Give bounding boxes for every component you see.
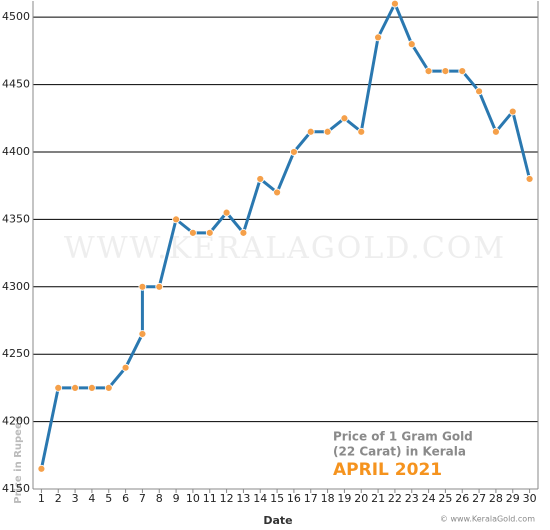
x-tick-label: 19 — [337, 492, 351, 505]
watermark: WWW.KERALAGOLD.COM — [64, 231, 506, 266]
data-point — [54, 383, 63, 392]
data-point — [508, 107, 517, 116]
data-point — [71, 383, 79, 392]
x-tick-label: 26 — [455, 492, 469, 505]
x-tick-label: 11 — [203, 492, 217, 505]
x-tick-label: 2 — [55, 492, 62, 505]
x-tick-label: 16 — [287, 492, 301, 505]
x-tick-label: 9 — [173, 492, 180, 505]
x-tick-label: 20 — [354, 492, 368, 505]
x-tick-label: 13 — [236, 492, 250, 505]
x-tick-label: 1 — [38, 492, 45, 505]
x-tick-label: 27 — [472, 492, 486, 505]
x-tick-label: 14 — [253, 492, 267, 505]
y-tick-label: 4350 — [2, 212, 30, 225]
x-tick-label: 15 — [270, 492, 284, 505]
data-point — [155, 282, 164, 291]
data-point — [121, 363, 130, 372]
y-tick-label: 4400 — [2, 145, 30, 158]
x-tick-label: 3 — [72, 492, 79, 505]
data-point — [306, 127, 315, 136]
data-point — [273, 188, 281, 197]
data-point — [189, 228, 197, 237]
data-point — [407, 40, 416, 49]
annotation: Price of 1 Gram Gold — [333, 430, 473, 444]
data-point — [525, 175, 534, 183]
data-point — [222, 208, 231, 217]
x-tick-label: 29 — [506, 492, 520, 505]
data-point — [290, 148, 298, 156]
x-tick-label: 24 — [422, 492, 436, 505]
x-tick-label: 22 — [388, 492, 402, 505]
data-point — [374, 33, 382, 42]
x-tick-label: 18 — [321, 492, 335, 505]
data-point — [475, 87, 483, 96]
data-point — [104, 383, 113, 392]
annotation: APRIL 2021 — [333, 460, 442, 480]
x-tick-label: 23 — [405, 492, 419, 505]
y-tick-label: 4300 — [2, 280, 30, 293]
x-tick-label: 17 — [304, 492, 318, 505]
x-tick-label: 5 — [105, 492, 112, 505]
annotation: (22 Carat) in Kerala — [333, 445, 466, 459]
data-point — [239, 228, 248, 237]
x-tick-label: 8 — [156, 492, 163, 505]
y-tick-label: 4450 — [2, 78, 30, 91]
data-point — [340, 114, 349, 123]
data-point — [172, 215, 180, 224]
x-tick-label: 21 — [371, 492, 385, 505]
data-point — [256, 175, 265, 183]
x-tick-label: 25 — [438, 492, 452, 505]
x-tick-label: 7 — [139, 492, 146, 505]
x-tick-label: 30 — [523, 492, 537, 505]
x-tick-label: 4 — [88, 492, 95, 505]
x-tick-label: 6 — [122, 492, 129, 505]
data-point — [458, 67, 467, 75]
data-point — [391, 0, 399, 8]
data-point — [323, 127, 332, 136]
y-tick-label: 4150 — [2, 482, 30, 495]
data-point — [357, 127, 366, 136]
data-point — [205, 228, 214, 237]
x-axis-label: Date — [263, 514, 292, 527]
data-point — [138, 282, 147, 291]
y-axis-label: Price in Rupees — [13, 416, 24, 503]
data-point — [88, 383, 96, 392]
data-point — [37, 464, 46, 473]
data-point — [138, 330, 147, 338]
data-point — [424, 67, 433, 75]
y-tick-label: 4500 — [2, 10, 30, 23]
credit: © www.KeralaGold.com — [440, 515, 535, 524]
y-tick-label: 4250 — [2, 347, 30, 360]
y-tick-label: 4200 — [2, 415, 30, 428]
data-point — [492, 127, 500, 136]
data-point — [441, 67, 450, 75]
x-tick-label: 10 — [186, 492, 200, 505]
x-tick-label: 28 — [489, 492, 503, 505]
x-tick-label: 12 — [220, 492, 234, 505]
